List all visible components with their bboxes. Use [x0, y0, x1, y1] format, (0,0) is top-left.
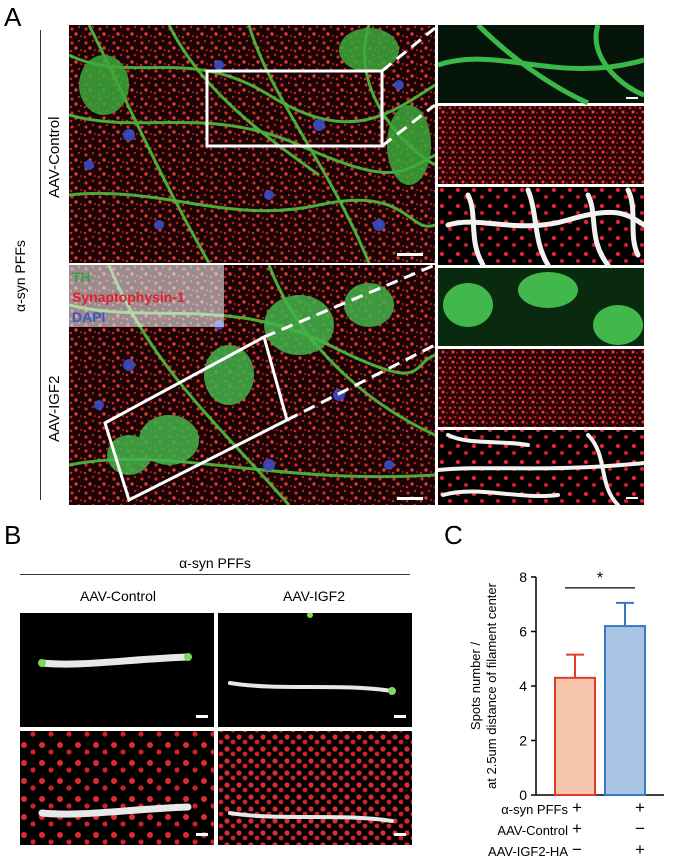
panel-c-letter: C: [444, 520, 463, 550]
micro-image-igf2: [69, 264, 435, 505]
y-tick-label: 2: [519, 733, 527, 749]
panel-b-letter: B: [4, 520, 22, 550]
row-label-control: AAV-Control: [46, 116, 63, 198]
y-tick-label: 4: [519, 678, 527, 694]
legend-synaptophysin: Synaptophysin-1: [72, 289, 185, 305]
bar: [554, 676, 596, 796]
panel-b-images: [20, 613, 412, 845]
micro-image-control: [69, 25, 435, 264]
y-tick-label: 8: [519, 569, 527, 585]
panel-a-group-label: α-syn PFFs: [12, 240, 28, 312]
cond-label-pffs: α-syn PFFs: [501, 802, 568, 817]
cond-igf2-control: −: [572, 840, 582, 859]
col-label-igf2: AAV-IGF2: [283, 588, 345, 604]
panel-a-letter: A: [4, 2, 22, 32]
cond-igf2-igf2: +: [635, 840, 645, 859]
cond-label-igf2: AAV-IGF2-HA: [488, 844, 568, 859]
col-label-control: AAV-Control: [80, 588, 156, 604]
y-tick-label: 6: [519, 624, 527, 640]
panel-b-group-label: α-syn PFFs: [179, 555, 251, 571]
group-divider: [40, 30, 41, 500]
cond-control-igf2: −: [635, 819, 645, 838]
bar-chart: 0 2 4 6 8 Spots number / at 2.5um distance of …: [468, 569, 664, 803]
legend-th: TH: [72, 269, 91, 285]
panel-b-divider: [20, 574, 410, 575]
y-axis-label: Spots number /: [468, 642, 483, 731]
y-axis-label: at 2.5um distance of filament center: [484, 582, 499, 789]
cond-label-control: AAV-Control: [497, 823, 568, 838]
cond-pffs-control: +: [572, 798, 582, 817]
legend-dapi: DAPI: [72, 309, 106, 325]
panel-a-main-images: [69, 25, 435, 505]
y-tick-label: 0: [519, 787, 527, 803]
panel-a-zoom-images: [438, 25, 644, 505]
cond-control-control: +: [572, 819, 582, 838]
significance-star: *: [597, 570, 603, 587]
channel-legend: TH Synaptophysin-1 DAPI: [72, 267, 185, 327]
bar: [604, 625, 646, 796]
row-label-igf2: AAV-IGF2: [46, 375, 63, 442]
cond-pffs-igf2: +: [635, 798, 645, 817]
